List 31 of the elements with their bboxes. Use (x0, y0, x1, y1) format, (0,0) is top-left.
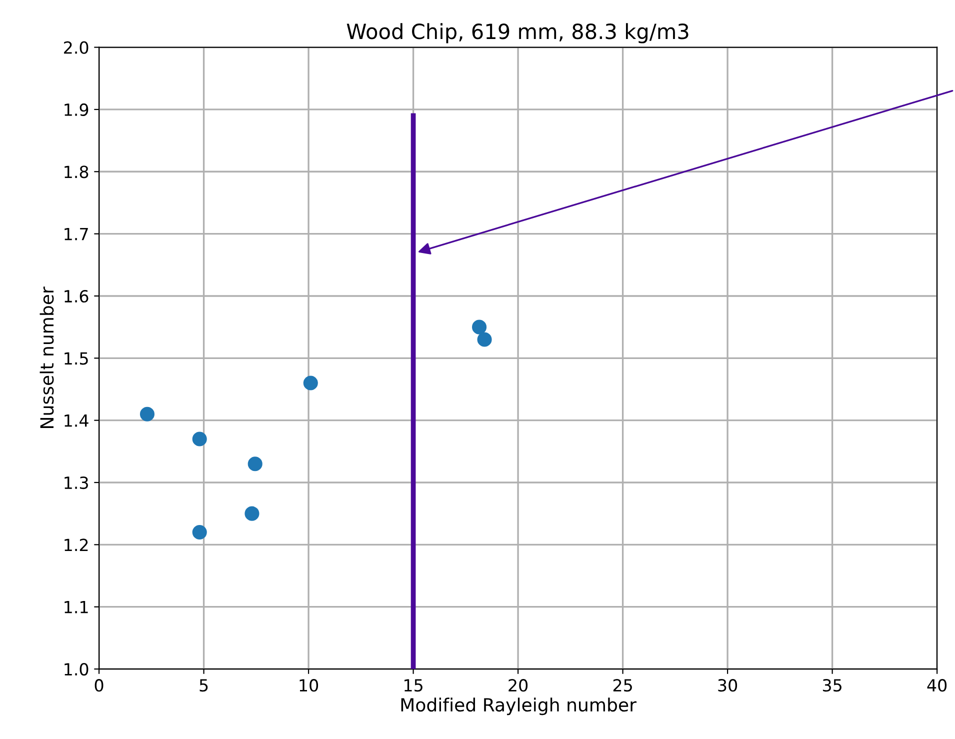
y-tick-label: 1.0 (64, 662, 88, 676)
point (472, 320, 487, 334)
point (244, 506, 260, 521)
y-tick-label: 1.7 (64, 228, 88, 240)
point (140, 406, 155, 422)
point (477, 332, 492, 347)
point (192, 524, 207, 540)
y-tick-label: 1.8 (64, 166, 88, 178)
x-tick-label: 30 (718, 679, 738, 692)
x-tick-label: 15 (404, 679, 422, 692)
point (303, 376, 318, 390)
y-axis-title: Nusselt number (40, 286, 54, 428)
x-tick-label: 25 (613, 679, 632, 692)
x-tick-label: 0 (94, 679, 104, 692)
chart-title: Wood Chip, 619 mm, 88.3 kg/m3 (346, 23, 688, 44)
x-tick-label: 5 (200, 679, 208, 692)
y-tick-label: 1.1 (64, 601, 88, 614)
point (192, 432, 207, 446)
y-tick-label: 1.3 (64, 476, 88, 490)
y-tick-label: 1.9 (64, 103, 88, 116)
x-axis-title: Modified Rayleigh number (401, 698, 636, 716)
y-tick-label: 1.5 (64, 352, 88, 365)
x-tick-label: 40 (927, 679, 947, 692)
x-tick-label: 10 (300, 679, 318, 692)
x-tick-label: 35 (822, 679, 842, 692)
point (248, 456, 262, 472)
y-tick-label: 1.4 (64, 414, 88, 427)
y-tick-label: 2.0 (64, 41, 88, 54)
y-tick-label: 1.6 (64, 290, 88, 303)
y-tick-label: 1.2 (64, 538, 88, 552)
x-tick-label: 20 (508, 679, 528, 692)
